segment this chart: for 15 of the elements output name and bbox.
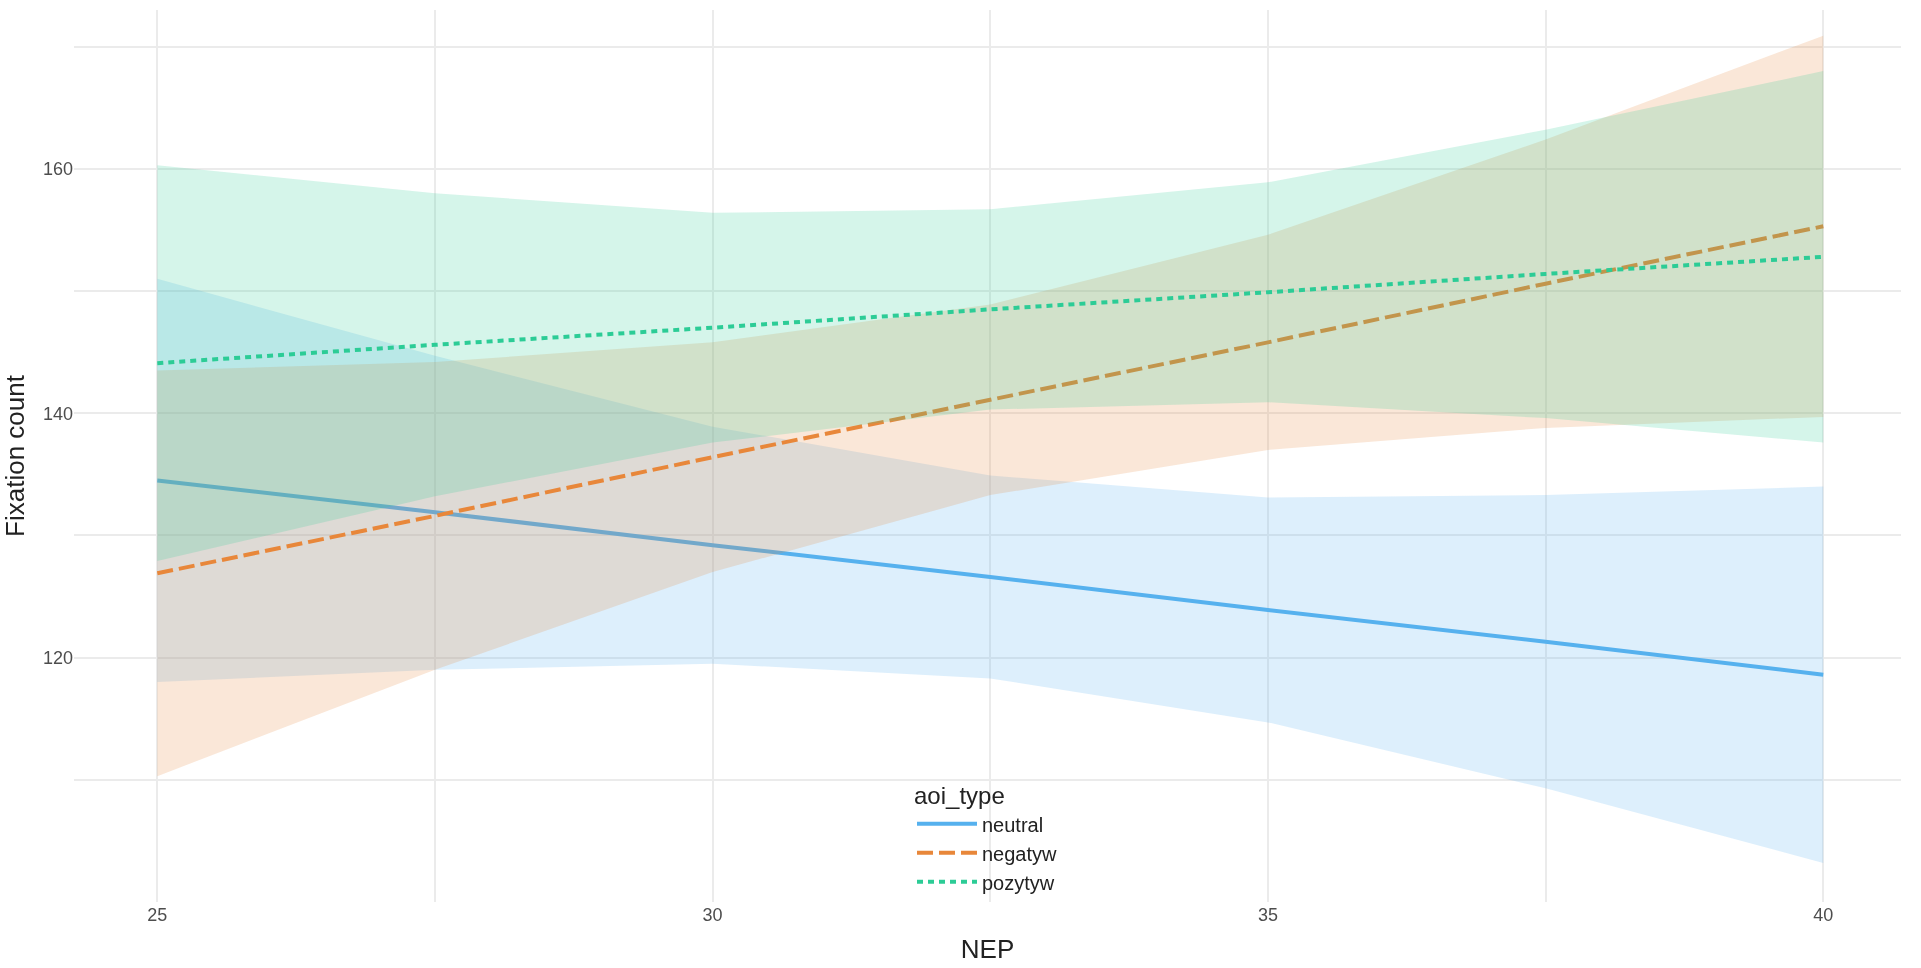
- legend-title: aoi_type: [914, 782, 1005, 810]
- x-tick-label: 35: [1257, 905, 1278, 925]
- y-tick-label: 160: [42, 159, 73, 180]
- x-tick-label: 40: [1813, 905, 1834, 925]
- x-tick-label: 30: [702, 905, 723, 925]
- legend-label: neutral: [982, 813, 1044, 836]
- y-axis-title: Fixation count: [0, 374, 30, 537]
- line-series: [155, 224, 1826, 576]
- x-axis-title: NEP: [960, 933, 1015, 964]
- y-tick-label: 120: [42, 647, 73, 668]
- y-tick-label: 140: [42, 403, 73, 424]
- line-series: [155, 478, 1826, 677]
- x-tick-label: 25: [147, 905, 168, 925]
- legend-label: pozytyw: [982, 871, 1055, 894]
- legend-label: negatyw: [982, 842, 1058, 865]
